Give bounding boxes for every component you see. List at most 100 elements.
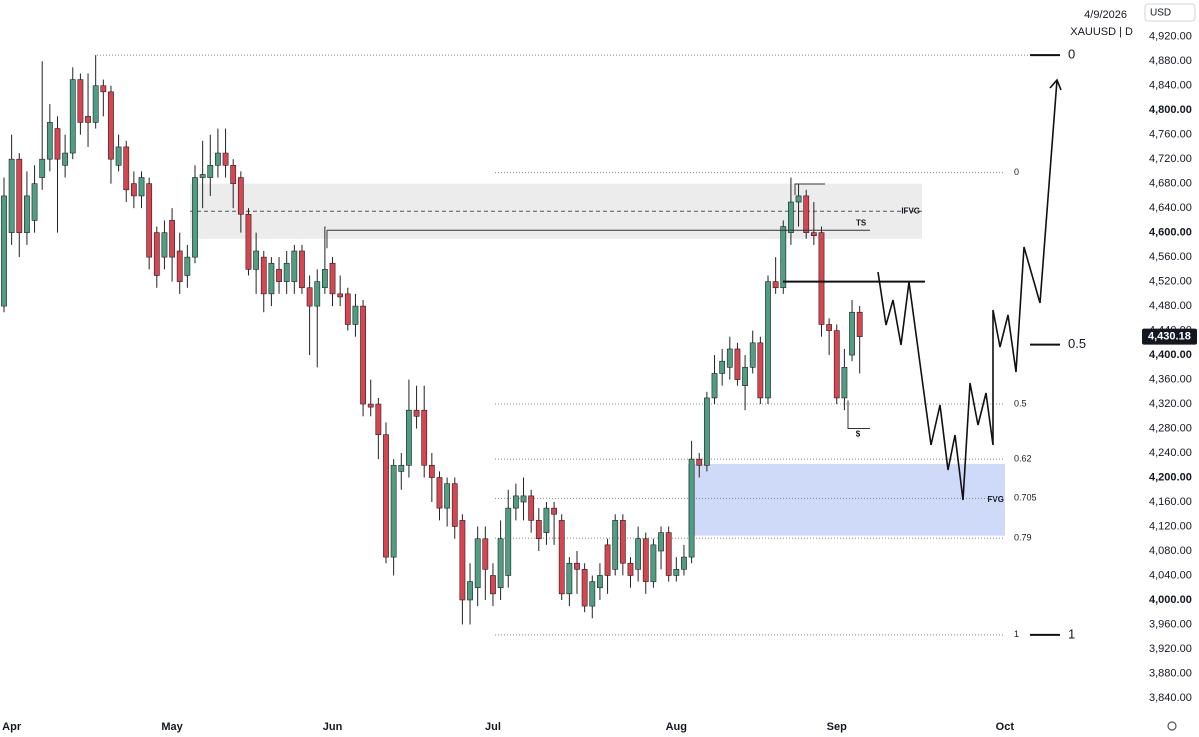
candle-body [199,174,206,178]
candle-body [810,232,817,237]
candle-body [62,152,69,166]
candle-body [283,262,290,282]
candle-body [856,311,863,338]
candle-body [742,367,748,386]
annotations: IFVG FVG 0 0.5 0.62 0.705 0.79 1 0 0.5 1 [97,47,1086,641]
candle-body [375,403,382,435]
candle-body [299,250,305,289]
y-tick-label: 3,840.00 [1149,692,1192,704]
candle-body [581,569,588,607]
candle-body [772,281,779,289]
y-tick-label: 4,880.00 [1149,55,1192,67]
candle-body [505,507,512,576]
candle-body [92,85,99,123]
currency[interactable]: USD [1150,8,1171,19]
candle-body [413,409,420,417]
x-tick-label: May [161,721,183,733]
y-tick-label: 4,120.00 [1149,520,1192,532]
candle-body [673,569,680,576]
ifvg-label: IFVG [901,206,920,215]
candle-body [31,183,38,221]
candle-body [734,348,741,380]
candle-body [589,581,596,607]
candle-body [757,342,764,399]
candle-body [344,293,351,325]
y-tick-label: 3,880.00 [1149,667,1192,679]
candle-body [681,556,687,570]
candle-body [795,195,802,203]
candle-body [46,122,53,160]
candle-body [207,164,214,178]
candle-body [665,532,672,576]
candle-body [726,348,733,368]
fvg-zone [688,464,1005,536]
candle-body [1,195,7,307]
candle-body [444,483,451,509]
y-tick-label: 4,000.00 [1149,594,1192,606]
y-tick-label: 4,920.00 [1149,31,1192,43]
y-tick-label: 4,760.00 [1149,129,1192,141]
y-tick-label: 4,600.00 [1149,227,1192,239]
fvg-label: FVG [988,495,1004,504]
candle-body [108,91,114,160]
x-tick-label: Aug [666,721,687,733]
candles [1,55,863,625]
currency-box[interactable] [1144,3,1196,22]
date: 4/9/2026 [1084,9,1127,21]
settings-icon[interactable] [1167,721,1177,731]
candle-body [115,146,122,166]
y-tick-label: 4,520.00 [1149,276,1192,288]
ts-label: TS [856,218,867,227]
y-tick-label: 4,680.00 [1149,178,1192,190]
candle-body [604,544,611,576]
candle-body [635,538,642,570]
candle-body [253,250,260,270]
candle-body [276,269,282,282]
y-tick-label: 4,560.00 [1149,251,1192,263]
candle-body [421,409,428,466]
candle-body [100,85,107,93]
candle-body [367,403,374,408]
candle-body [612,520,619,570]
candle-body [306,287,313,307]
last-price-label: 4,430.18 [1148,331,1191,343]
y-tick-label: 3,960.00 [1149,618,1192,630]
candle-body [291,250,298,282]
candle-body [528,495,535,521]
candle-body [406,409,412,466]
candle-body [551,507,557,515]
projection-path [877,79,1058,501]
fib-label: 1 [1014,629,1019,639]
x-tick-label: Jul [485,721,501,733]
candle-body [360,305,366,405]
y-tick-label: 4,720.00 [1149,153,1192,165]
candle-body [696,458,703,466]
candle-body [314,281,321,307]
candle-body [619,520,626,564]
fib-label: 0 [1014,167,1019,177]
candle-body [383,434,389,558]
candle-body [390,464,397,558]
candle-body [230,164,237,184]
x-tick-label: Oct [996,721,1015,733]
candle-body [245,213,252,270]
fib-major-label: 1 [1068,626,1075,641]
candle-body [352,305,359,325]
candle-body [123,146,130,191]
y-tick-label: 4,240.00 [1149,447,1192,459]
candle-body [574,562,580,570]
sweep-label: $ [856,430,861,439]
candle-body [490,575,496,595]
candle-body [222,152,229,166]
candle-body [788,201,794,233]
fib-label: 0.5 [1014,398,1027,408]
candle-body [849,311,855,356]
high-bracket [794,183,825,195]
candle-body [497,538,504,589]
fib-label: 0.705 [1014,493,1037,503]
candle-body [69,79,76,154]
candle-body [826,324,833,331]
candle-body [803,195,810,233]
candle-body [597,575,603,589]
